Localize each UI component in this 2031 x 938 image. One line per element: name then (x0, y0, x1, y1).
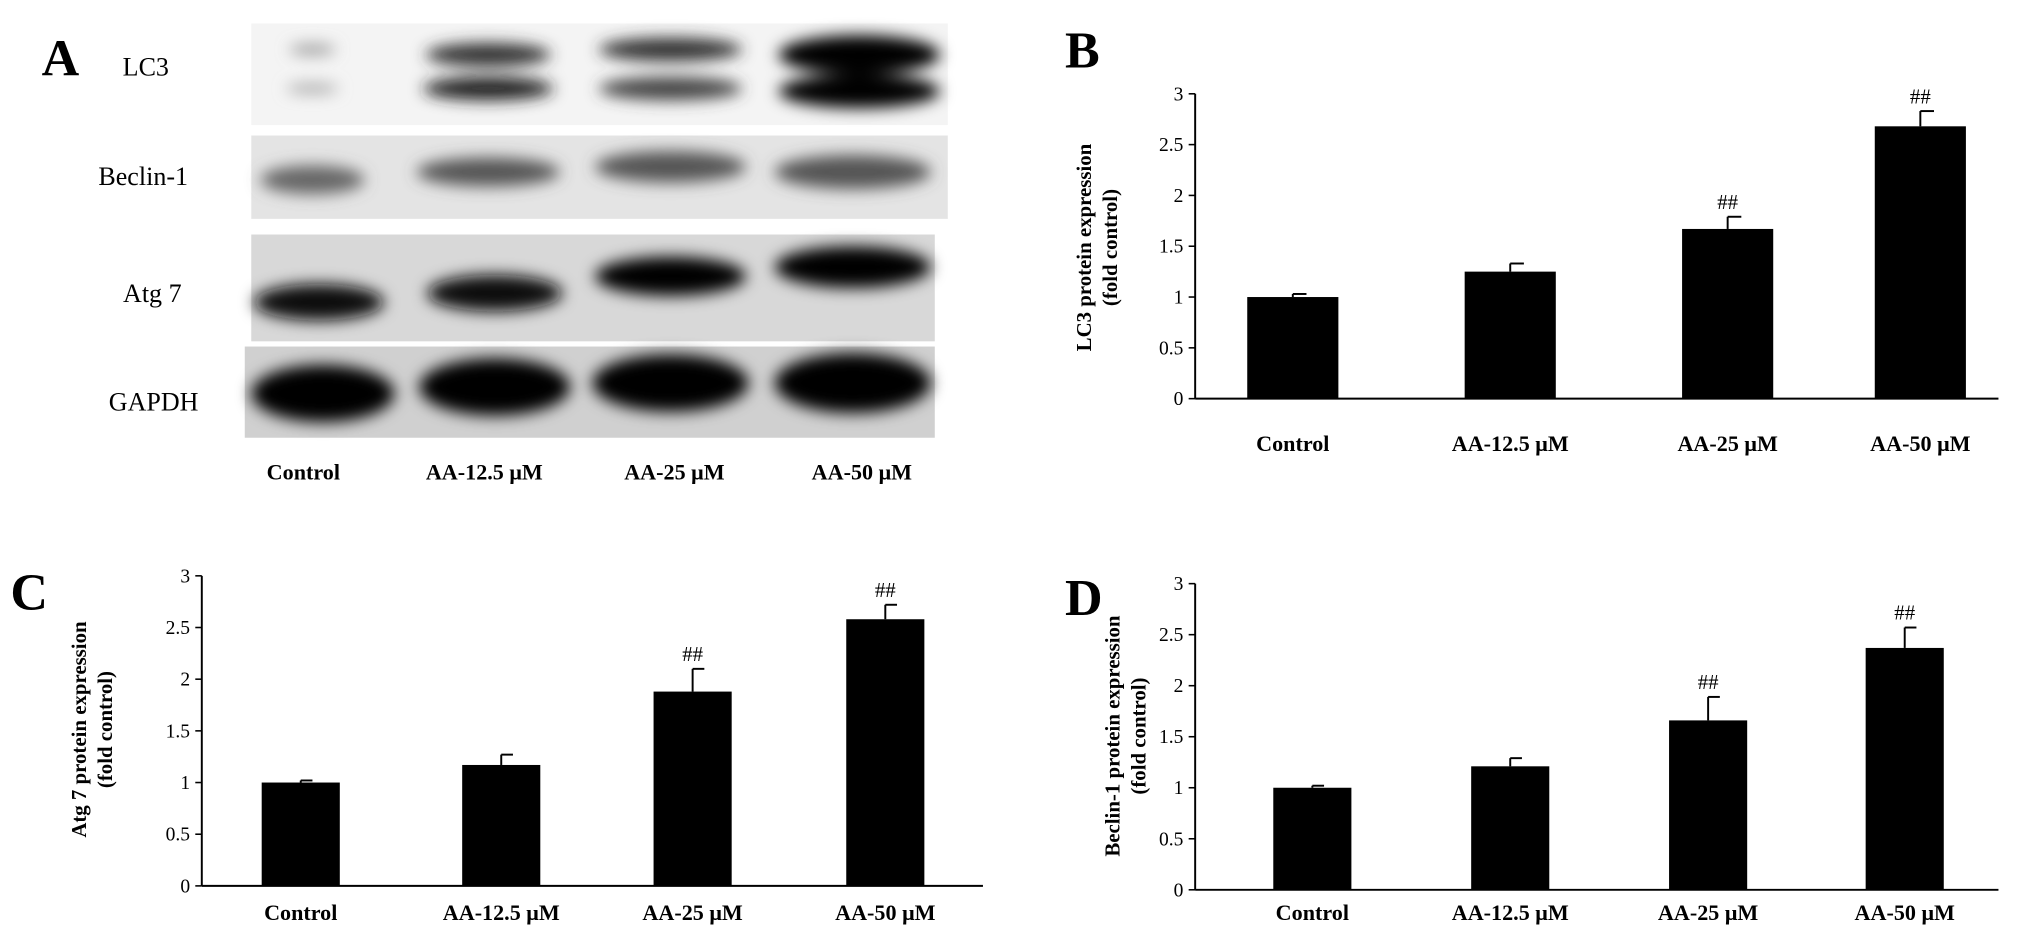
row-label: GAPDH (109, 387, 199, 416)
error-bar (1919, 110, 1935, 127)
x-tick-label: Control (1256, 431, 1329, 456)
bar (1464, 271, 1556, 399)
significance-mark: ## (1894, 601, 1915, 625)
bar (1682, 228, 1774, 399)
y-tick-label: 2.5 (1159, 625, 1183, 646)
significance-mark: ## (1698, 670, 1719, 694)
lane-label: Control (267, 459, 340, 484)
x-tick-label: Control (1276, 900, 1349, 925)
y-axis-label: LC3 protein expression (fold control) (1072, 143, 1122, 351)
bar (1669, 720, 1748, 890)
y-tick-label: 3 (180, 566, 190, 587)
bar (1874, 126, 1966, 399)
significance-mark: ## (1717, 190, 1738, 214)
y-tick-label: 2 (1174, 186, 1184, 207)
bar (261, 782, 340, 886)
x-tick-label: AA-25 μM (1658, 900, 1758, 925)
y-tick-label: 2.5 (1159, 135, 1183, 156)
y-axis-label-line: (fold control) (1098, 189, 1122, 306)
lane-label: AA-12.5 μM (426, 459, 543, 484)
y-tick-label: 1 (1174, 288, 1184, 309)
y-tick-label: 1 (180, 773, 190, 794)
significance-mark: ## (682, 642, 703, 666)
bar (846, 619, 925, 886)
x-tick-label: AA-12.5 μM (1452, 431, 1569, 456)
error-bar (500, 753, 513, 765)
bar (1471, 766, 1550, 890)
y-tick-label: 1.5 (166, 721, 190, 742)
row-label: LC3 (123, 53, 169, 82)
y-tick-label: 1.5 (1159, 727, 1183, 748)
x-tick-label: AA-50 μM (835, 900, 935, 925)
x-tick-label: Control (264, 900, 337, 925)
y-tick-label: 3 (1174, 84, 1184, 105)
y-tick-label: 0 (1174, 880, 1184, 901)
x-tick-label: AA-25 μM (1677, 431, 1777, 456)
bar (1273, 787, 1352, 890)
row-label: Atg 7 (123, 279, 182, 308)
significance-mark: ## (1910, 84, 1931, 108)
bar (1865, 647, 1944, 890)
bar (1247, 297, 1339, 399)
y-axis-label-line: LC3 protein expression (1072, 143, 1096, 351)
x-tick-label: AA-12.5 μM (1452, 900, 1569, 925)
blot-image (244, 23, 948, 438)
lane-label: AA-50 μM (812, 459, 912, 484)
significance-mark: ## (875, 578, 896, 602)
row-label: Beclin-1 (98, 162, 188, 191)
lane-label: AA-25 μM (624, 459, 724, 484)
y-tick-label: 3 (1174, 574, 1184, 595)
bar (653, 691, 732, 886)
y-tick-label: 0.5 (1159, 338, 1183, 359)
panel-label: C (10, 565, 48, 622)
y-tick-label: 0 (1174, 389, 1184, 410)
error-bar (1509, 262, 1524, 272)
y-tick-label: 2 (180, 670, 190, 691)
panel-label: B (1065, 23, 1100, 80)
error-bar (299, 779, 313, 783)
y-axis-label-line: (fold control) (93, 671, 117, 788)
y-axis-label: Beclin-1 protein expression (fold control… (1101, 615, 1151, 857)
error-bar (884, 603, 898, 620)
x-tick-label: AA-50 μM (1870, 431, 1970, 456)
y-tick-label: 2.5 (166, 618, 190, 639)
y-axis-label-line: Beclin-1 protein expression (1101, 615, 1125, 857)
y-axis-label-line: (fold control) (1127, 677, 1151, 794)
y-tick-label: 0.5 (1159, 829, 1183, 850)
y-axis-label: Atg 7 protein expression (fold control) (67, 621, 117, 838)
y-tick-label: 0.5 (166, 825, 190, 846)
x-tick-label: AA-25 μM (642, 900, 742, 925)
y-tick-label: 0 (180, 876, 190, 897)
error-bar (1291, 293, 1307, 298)
y-tick-label: 2 (1174, 676, 1184, 697)
y-tick-label: 1.5 (1159, 237, 1183, 258)
error-bar (1903, 626, 1917, 648)
y-axis-label-line: Atg 7 protein expression (67, 621, 91, 838)
y-tick-label: 1 (1174, 778, 1184, 799)
panel-label: A (42, 31, 80, 88)
error-bar (1509, 757, 1522, 767)
error-bar (1311, 784, 1325, 788)
error-bar (691, 667, 705, 692)
x-tick-label: AA-12.5 μM (443, 900, 560, 925)
bar (462, 764, 541, 886)
error-bar (1726, 215, 1742, 229)
error-bar (1707, 695, 1720, 721)
panel-label: D (1065, 570, 1103, 627)
x-tick-label: AA-50 μM (1855, 900, 1955, 925)
